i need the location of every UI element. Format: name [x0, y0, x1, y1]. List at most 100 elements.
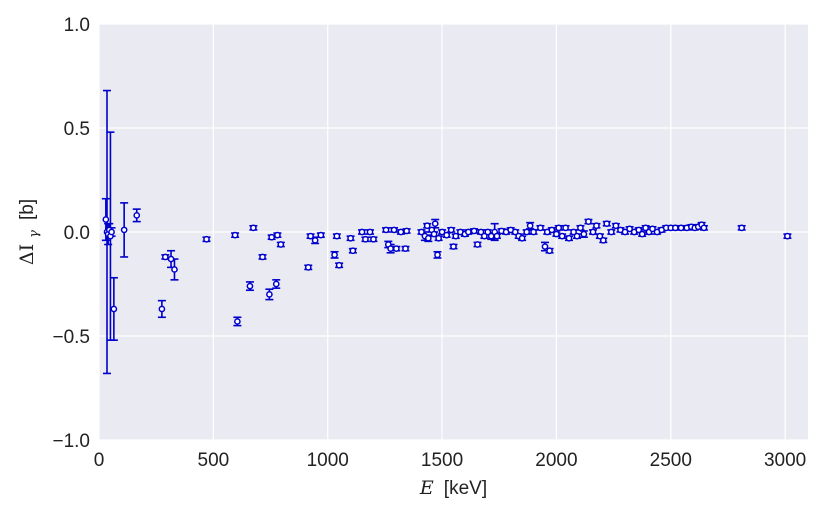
data-point — [558, 232, 566, 240]
data-point — [335, 261, 343, 269]
data-point — [738, 224, 746, 232]
data-point — [387, 245, 394, 252]
data-point — [431, 220, 439, 228]
data-point — [677, 224, 685, 232]
data-point — [272, 280, 280, 288]
data-point — [603, 220, 611, 228]
data-point — [580, 230, 588, 238]
data-point — [120, 226, 128, 234]
data-point — [167, 255, 175, 263]
data-point — [474, 241, 481, 248]
data-point — [434, 251, 441, 259]
x-tick-label: 500 — [198, 450, 230, 471]
data-point — [266, 291, 273, 298]
data-point — [612, 222, 620, 230]
x-axis-label-var: E — [419, 477, 434, 499]
data-point — [585, 218, 592, 225]
data-point — [274, 231, 281, 239]
data-point — [268, 233, 276, 241]
data-point — [447, 226, 455, 234]
data-point — [110, 305, 118, 313]
y-tick-label: −0.5 — [52, 327, 90, 348]
data-point — [161, 253, 169, 261]
data-point — [518, 234, 526, 242]
data-point — [546, 247, 553, 255]
data-point — [565, 234, 573, 242]
data-point — [402, 245, 409, 252]
data-point — [333, 232, 341, 240]
x-tick-labels: 0 500 1000 1500 2000 2500 3000 — [94, 450, 807, 471]
data-point — [526, 222, 534, 230]
data-point — [435, 234, 442, 242]
data-point — [203, 235, 210, 243]
data-point — [277, 241, 285, 248]
y-axis-label: ΔI γ [b] — [16, 199, 43, 265]
y-axis-label-var: ΔI — [16, 244, 38, 265]
data-point — [317, 231, 325, 239]
data-point — [171, 266, 178, 273]
data-point — [481, 232, 488, 240]
y-tick-label: 1.0 — [64, 15, 90, 36]
data-point — [331, 251, 338, 259]
data-point — [250, 224, 257, 232]
data-point — [596, 232, 604, 240]
data-point — [784, 232, 791, 240]
x-tick-label: 3000 — [764, 450, 806, 471]
data-point — [555, 224, 563, 232]
x-axis-label-unit: [keV] — [444, 478, 487, 499]
data-point — [370, 235, 377, 243]
data-point — [108, 228, 115, 236]
data-point — [593, 222, 600, 230]
data-point — [553, 230, 560, 238]
data-point — [530, 228, 537, 236]
data-point — [562, 224, 569, 232]
data-point — [484, 228, 492, 236]
y-axis-label-sub: γ — [27, 230, 42, 238]
data-point — [642, 224, 649, 232]
data-point — [392, 245, 400, 252]
y-tick-label: 0.0 — [64, 223, 90, 244]
data-point — [635, 226, 643, 234]
data-point — [349, 247, 357, 255]
data-point — [307, 232, 314, 240]
data-point — [570, 228, 577, 236]
data-point — [548, 226, 556, 234]
data-point — [358, 228, 366, 236]
data-point — [424, 234, 432, 242]
data-point — [443, 231, 450, 239]
data-point — [246, 282, 254, 290]
data-points — [102, 212, 791, 325]
data-point — [493, 232, 501, 240]
data-point — [450, 243, 457, 250]
data-point — [621, 228, 629, 236]
data-point — [649, 225, 656, 233]
x-tick-label: 2000 — [535, 450, 577, 471]
y-tick-label: 0.5 — [64, 119, 90, 140]
data-point — [589, 228, 597, 236]
data-point — [347, 234, 354, 242]
data-point — [599, 236, 607, 244]
data-point — [430, 230, 438, 238]
x-tick-label: 0 — [94, 450, 105, 471]
data-point — [577, 224, 584, 232]
y-tick-labels: −1.0 −0.5 0.0 0.5 1.0 — [52, 15, 90, 452]
x-tick-label: 1500 — [421, 450, 463, 471]
x-tick-label: 1000 — [307, 450, 349, 471]
data-point — [638, 230, 646, 238]
data-point — [523, 228, 531, 236]
data-point — [366, 228, 374, 236]
data-point — [671, 224, 679, 232]
data-point — [541, 243, 549, 250]
data-point — [477, 228, 485, 236]
data-point — [511, 228, 519, 236]
data-point — [102, 216, 110, 223]
data-point — [626, 225, 633, 233]
data-point — [423, 222, 431, 230]
data-point — [607, 228, 615, 236]
data-point — [362, 235, 369, 243]
data-point — [304, 264, 312, 271]
data-point — [158, 305, 166, 313]
data-point — [452, 232, 460, 240]
y-tick-label: −1.0 — [52, 431, 90, 452]
